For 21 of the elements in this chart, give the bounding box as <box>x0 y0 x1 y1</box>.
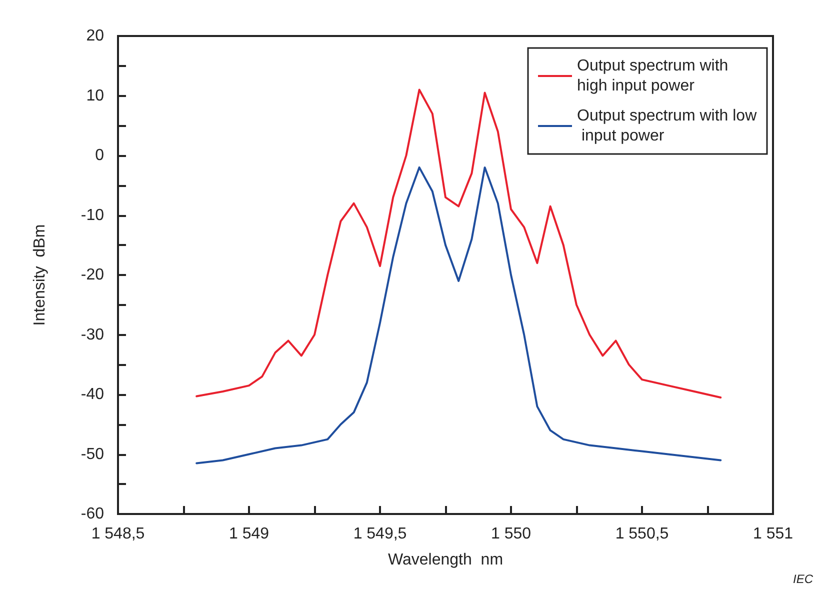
y-tick-label: -40 <box>80 386 104 403</box>
legend-label: Output spectrum with low input power <box>577 108 758 144</box>
x-tick-label: 1 550 <box>490 526 532 542</box>
y-tick-label: -50 <box>80 446 104 463</box>
x-axis-title: Wavelength nm <box>388 552 504 568</box>
y-tick-label: -10 <box>80 206 104 224</box>
y-tick-label: -30 <box>80 326 104 344</box>
x-tick-label: 1 550,5 <box>615 526 669 542</box>
x-tick-label: 1 551 <box>752 526 794 542</box>
line-series <box>196 166 722 464</box>
y-tick-label: 20 <box>86 28 104 44</box>
y-axis-title: Intensity dBm <box>32 224 48 326</box>
text: IEC <box>792 572 814 586</box>
y-tick-label: -60 <box>80 506 104 522</box>
y-tick-label: 10 <box>86 87 104 104</box>
y-tick-label: 0 <box>95 147 104 164</box>
x-tick-label: 1 548,5 <box>91 526 145 542</box>
legend-label: Output spectrum with high input power <box>577 58 733 94</box>
x-tick-label: 1 549 <box>228 526 270 542</box>
y-tick-label: -20 <box>80 266 104 284</box>
x-tick-label: 1 549,5 <box>353 526 407 542</box>
